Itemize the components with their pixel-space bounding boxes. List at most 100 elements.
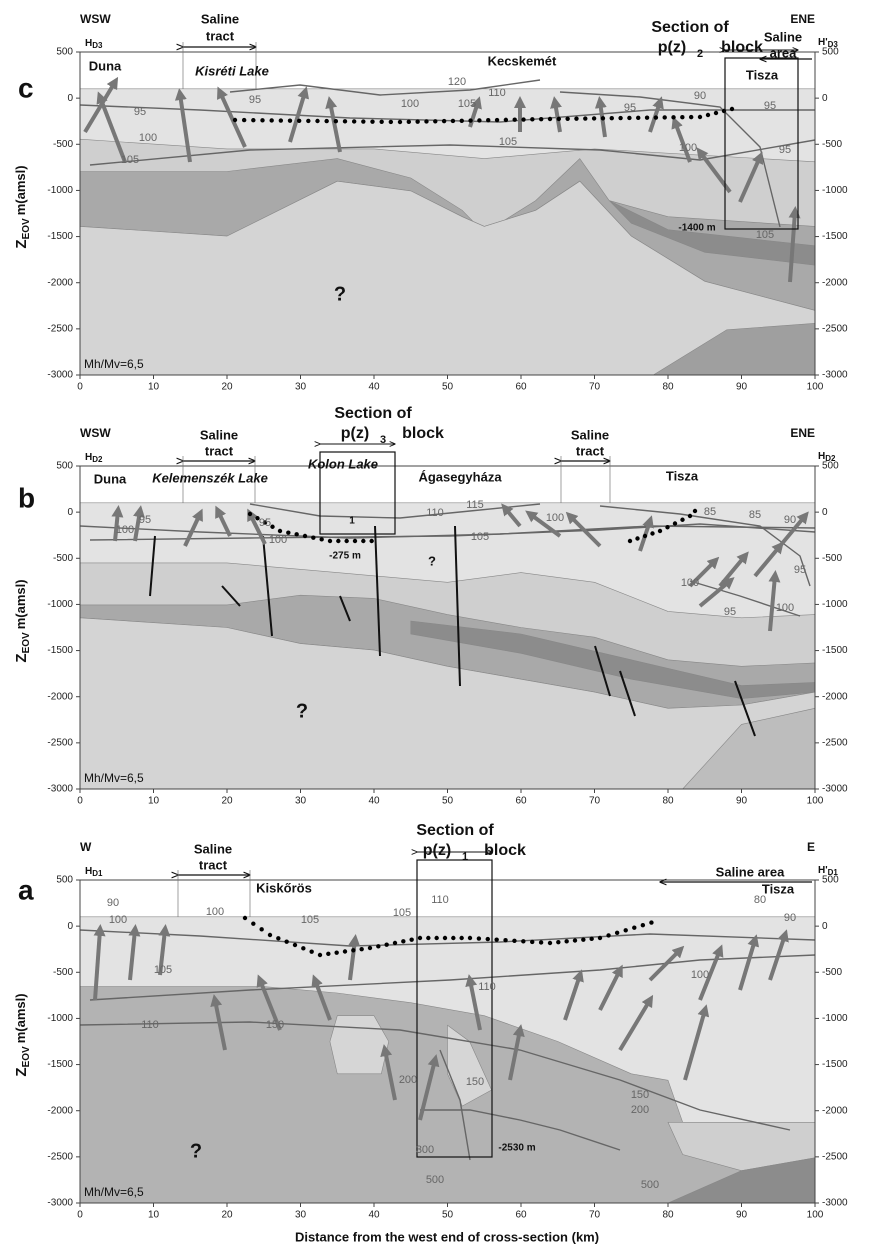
flow-arrow xyxy=(418,1054,440,1121)
salinity-dot xyxy=(302,533,308,539)
fault xyxy=(221,585,241,607)
contour-label: 95 xyxy=(249,94,261,106)
salinity-dot xyxy=(324,118,329,124)
annotation: Saline xyxy=(200,427,238,442)
fault xyxy=(339,595,351,622)
salinity-dot xyxy=(572,938,578,943)
annotation: Kiskőrös xyxy=(256,880,312,895)
contour-line xyxy=(689,580,801,617)
flow-arrow xyxy=(563,969,584,1021)
salinity-dot xyxy=(401,939,406,944)
annotation: 3 xyxy=(380,434,386,446)
salinity-dot xyxy=(351,948,356,953)
x-tick-label: 100 xyxy=(807,796,824,807)
flow-arrow xyxy=(648,945,685,982)
h-sub: D3 xyxy=(828,40,839,49)
annotation: p(z) xyxy=(341,425,369,442)
x-tick-label: 100 xyxy=(807,1210,824,1221)
y-title-sub: EOV xyxy=(21,632,32,653)
contour-label: 95 xyxy=(764,100,776,112)
x-tick-label: 0 xyxy=(77,1210,83,1221)
salinity-dot xyxy=(467,935,473,941)
panel-letter: a xyxy=(18,874,34,905)
contour-label: 500 xyxy=(426,1174,444,1186)
fault xyxy=(262,535,273,637)
salinity-dot xyxy=(336,538,341,544)
salinity-dot xyxy=(434,935,439,941)
x-tick-label: 90 xyxy=(736,796,748,807)
flow-arrow xyxy=(311,974,332,1021)
contour-line xyxy=(249,503,541,519)
h-sub: D1 xyxy=(828,868,839,877)
y-tick-label: -1000 xyxy=(47,185,73,196)
x-tick-label: 10 xyxy=(148,796,160,807)
flow-arrow xyxy=(288,86,310,143)
annotation: Saline xyxy=(571,427,609,442)
flow-arrow xyxy=(525,510,562,538)
contour-label: 110 xyxy=(431,894,449,906)
salinity-dot xyxy=(276,936,281,941)
salinity-dot xyxy=(565,116,570,121)
contour-line xyxy=(420,1109,621,1151)
annotation: Duna xyxy=(94,471,127,486)
y-tick-label: -2500 xyxy=(47,737,73,748)
salinity-dot xyxy=(503,117,509,123)
ratio: Mh/Mv=6,5 xyxy=(84,771,144,785)
contour-label: 120 xyxy=(448,76,466,88)
x-tick-label: 0 xyxy=(77,382,83,393)
salinity-dot xyxy=(597,935,603,941)
x-tick-label: 10 xyxy=(148,1210,160,1221)
annotation: Section of xyxy=(416,822,494,839)
flow-arrow xyxy=(698,944,724,1001)
flow-arrow xyxy=(688,556,720,588)
flow-arrow xyxy=(96,91,127,163)
salinity-dot xyxy=(247,511,253,517)
panel: 0 10 20 30 40 50 60 70 80 90 100-3000 -3000-2500 -25… xyxy=(13,822,848,1220)
contour-label: 100 xyxy=(776,602,794,614)
salinity-dot xyxy=(618,115,623,121)
salinity-dot xyxy=(426,935,431,941)
flow-arrow xyxy=(683,1004,710,1081)
salinity-dot xyxy=(327,538,333,544)
right-h: HD2 xyxy=(818,451,836,463)
ratio: Mh/Mv=6,5 xyxy=(84,1185,144,1199)
flow-arrow xyxy=(380,1044,397,1101)
salinity-dot xyxy=(296,118,302,123)
salinity-dot xyxy=(672,521,678,526)
y-tick-label: -2000 xyxy=(47,691,73,702)
contour-label: 200 xyxy=(399,1074,417,1086)
salinity-dot xyxy=(581,937,586,942)
salinity-dot xyxy=(278,118,284,123)
y-title-unit: m(amsl) xyxy=(13,165,28,215)
h-sub: D3 xyxy=(92,41,103,50)
y-tick-label-right: -2500 xyxy=(822,323,848,334)
x-tick-label: 90 xyxy=(736,1210,748,1221)
section-box xyxy=(416,859,493,1158)
contour-line xyxy=(559,91,781,228)
x-tick-label: 70 xyxy=(589,382,601,393)
salinity-dot xyxy=(477,118,482,123)
flow-arrow xyxy=(465,974,482,1031)
y-tick-label: -1500 xyxy=(47,645,73,656)
right-h: H'D1 xyxy=(818,865,838,877)
salinity-dot xyxy=(417,935,423,941)
annotation: Section of xyxy=(651,19,729,36)
salinity-dot xyxy=(251,921,256,926)
x-tick-label: 20 xyxy=(221,796,233,807)
panel-letter: b xyxy=(18,482,35,513)
x-tick-label: 60 xyxy=(515,796,527,807)
contour-label: 100 xyxy=(691,969,709,981)
y-tick-label-right: 500 xyxy=(822,47,839,58)
salinity-dot xyxy=(309,949,314,954)
salinity-dot xyxy=(287,118,293,123)
annotation: Kolon Lake xyxy=(308,456,378,471)
contour-line xyxy=(599,505,811,587)
h-main: H xyxy=(85,866,92,877)
annotation: block xyxy=(721,39,763,56)
contour-label: 100 xyxy=(139,132,157,144)
salinity-dot xyxy=(705,112,711,118)
y-tick-label: -1500 xyxy=(47,1059,73,1070)
salinity-dot xyxy=(459,935,464,941)
contour-label: 100 xyxy=(679,142,697,154)
y-tick-label-right: 0 xyxy=(822,93,828,104)
